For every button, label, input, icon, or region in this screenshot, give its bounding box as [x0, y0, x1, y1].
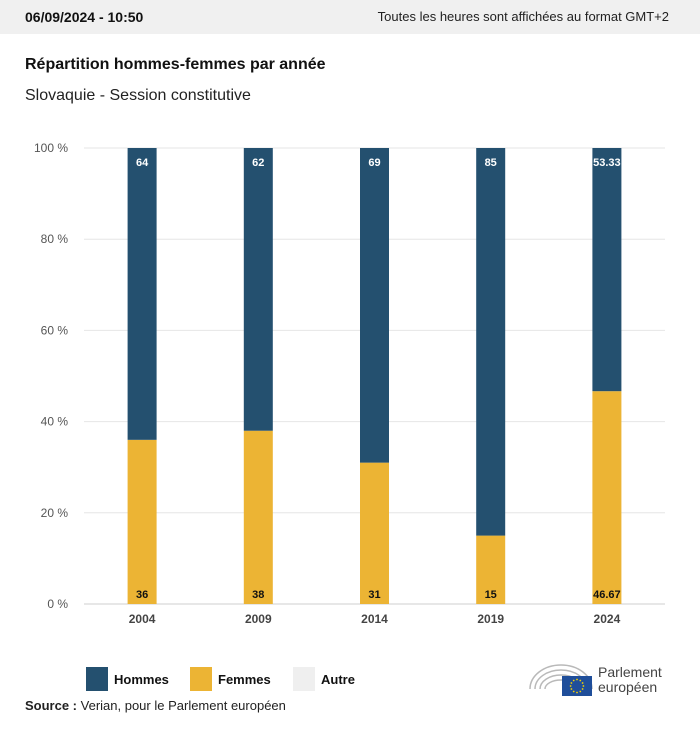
- source-text: Verian, pour le Parlement européen: [80, 698, 286, 713]
- bar-hommes-2024: [592, 148, 622, 392]
- y-tick-label: 100 %: [34, 141, 68, 155]
- source-label: Source :: [25, 698, 78, 713]
- legend-label-femmes: Femmes: [218, 672, 271, 687]
- data-label-femmes: 38: [252, 589, 264, 601]
- logo-line-1: Parlement: [598, 664, 662, 680]
- logo-text: Parlement européen: [598, 665, 662, 695]
- datetime: 06/09/2024 - 10:50: [25, 9, 144, 25]
- x-tick-label: 2014: [361, 612, 388, 626]
- y-tick-label: 40 %: [41, 415, 69, 429]
- data-label-hommes: 62: [252, 157, 264, 169]
- bar-femmes-2019: [476, 535, 506, 604]
- data-label-femmes: 15: [485, 589, 497, 601]
- logo-line-2: européen: [598, 679, 658, 695]
- y-tick-label: 0 %: [47, 597, 68, 611]
- data-label-femmes: 46.67: [593, 589, 621, 601]
- x-tick-label: 2009: [245, 612, 272, 626]
- data-label-hommes: 53.33: [593, 157, 621, 169]
- legend-swatch-femmes: [190, 667, 212, 691]
- legend-swatch-autre: [293, 667, 315, 691]
- bar-hommes-2009: [243, 148, 273, 431]
- data-label-hommes: 69: [368, 157, 380, 169]
- chart-subtitle: Slovaquie - Session constitutive: [25, 87, 251, 104]
- legend-label-autre: Autre: [321, 672, 355, 687]
- y-tick-label: 20 %: [41, 506, 69, 520]
- stacked-bar-chart: 0 % 20 % 40 % 60 % 80 % 100 % 64 36 2004 62 38 2009…: [34, 141, 665, 626]
- data-label-femmes: 36: [136, 589, 148, 601]
- source-note: Source : Verian, pour le Parlement europ…: [25, 698, 286, 713]
- bar-femmes-2014: [360, 462, 389, 604]
- legend-swatch-hommes: [86, 667, 108, 691]
- data-label-hommes: 64: [136, 157, 149, 169]
- bar-femmes-2004: [127, 439, 157, 604]
- eu-flag-icon: [562, 676, 592, 696]
- hemicycle-icon: [529, 664, 593, 696]
- data-label-hommes: 85: [485, 157, 497, 169]
- timezone-note: Toutes les heures sont affichées au form…: [377, 9, 669, 24]
- data-label-femmes: 31: [368, 589, 380, 601]
- x-tick-label: 2024: [594, 612, 621, 626]
- chart-title: Répartition hommes-femmes par année: [25, 56, 326, 73]
- bar-femmes-2024: [592, 391, 622, 604]
- parlement-europeen-logo: Parlement européen: [528, 659, 678, 699]
- y-tick-label: 80 %: [41, 232, 69, 246]
- y-tick-label: 60 %: [41, 323, 69, 337]
- bar-hommes-2019: [476, 148, 506, 536]
- bar-hommes-2014: [360, 148, 389, 463]
- legend-label-hommes: Hommes: [114, 672, 169, 687]
- x-tick-label: 2004: [129, 612, 156, 626]
- x-tick-label: 2019: [477, 612, 504, 626]
- bar-femmes-2009: [243, 430, 273, 604]
- bar-hommes-2004: [127, 148, 157, 440]
- top-bar: 06/09/2024 - 10:50 Toutes les heures son…: [0, 0, 700, 34]
